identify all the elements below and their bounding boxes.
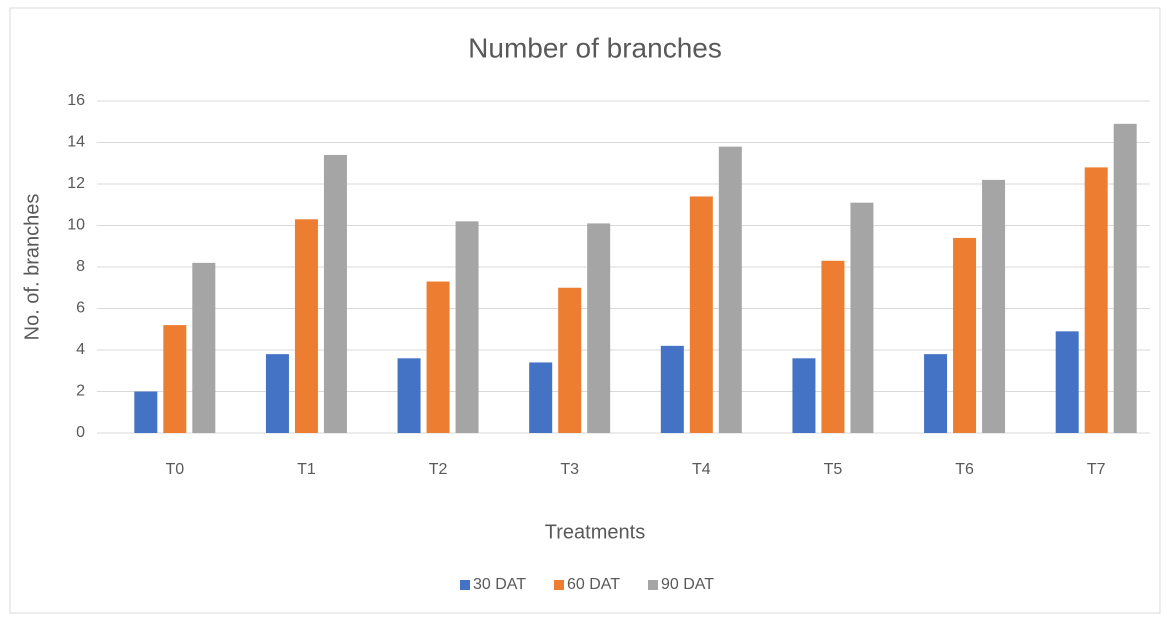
legend-label: 90 DAT bbox=[661, 576, 714, 593]
x-tick-label: T3 bbox=[560, 461, 579, 478]
x-tick-label: T5 bbox=[824, 461, 843, 478]
bar bbox=[924, 354, 948, 433]
x-tick-label: T0 bbox=[165, 461, 184, 478]
legend-swatch bbox=[648, 580, 658, 590]
x-tick-label: T1 bbox=[297, 461, 316, 478]
bar bbox=[529, 362, 553, 433]
bar bbox=[1084, 167, 1108, 433]
legend-swatch bbox=[554, 580, 564, 590]
bar bbox=[953, 237, 977, 433]
y-tick-label: 12 bbox=[67, 175, 85, 192]
bar bbox=[455, 221, 479, 433]
y-axis-title: No. of. branches bbox=[21, 194, 43, 341]
bar bbox=[558, 287, 582, 433]
bar bbox=[192, 262, 216, 433]
x-tick-label: T6 bbox=[955, 461, 974, 478]
bar bbox=[134, 391, 158, 433]
legend-label: 30 DAT bbox=[473, 576, 526, 593]
bar bbox=[1055, 331, 1079, 433]
bar bbox=[265, 354, 289, 433]
legend-swatch bbox=[460, 580, 470, 590]
y-tick-label: 16 bbox=[67, 92, 85, 109]
bar bbox=[163, 325, 187, 433]
x-tick-label: T7 bbox=[1087, 461, 1106, 478]
y-tick-label: 2 bbox=[76, 383, 85, 400]
bar bbox=[982, 179, 1006, 433]
bar bbox=[587, 223, 611, 433]
bar bbox=[792, 358, 816, 433]
legend-label: 60 DAT bbox=[567, 576, 620, 593]
bar bbox=[718, 146, 742, 433]
x-axis-title: Treatments bbox=[545, 521, 645, 543]
y-tick-label: 10 bbox=[67, 217, 85, 234]
bar bbox=[323, 154, 347, 433]
bar bbox=[850, 202, 874, 433]
x-tick-label: T2 bbox=[429, 461, 448, 478]
y-tick-label: 14 bbox=[67, 134, 85, 151]
y-tick-label: 4 bbox=[76, 341, 85, 358]
y-tick-label: 6 bbox=[76, 300, 85, 317]
bar bbox=[294, 219, 318, 433]
bar bbox=[397, 358, 421, 433]
bar bbox=[660, 345, 684, 433]
bar bbox=[689, 196, 713, 433]
y-tick-label: 0 bbox=[76, 424, 85, 441]
bar bbox=[426, 281, 450, 433]
bar bbox=[1113, 123, 1137, 433]
y-tick-label: 8 bbox=[76, 258, 85, 275]
chart-title: Number of branches bbox=[468, 32, 722, 63]
bar bbox=[821, 260, 845, 433]
x-tick-label: T4 bbox=[692, 461, 711, 478]
